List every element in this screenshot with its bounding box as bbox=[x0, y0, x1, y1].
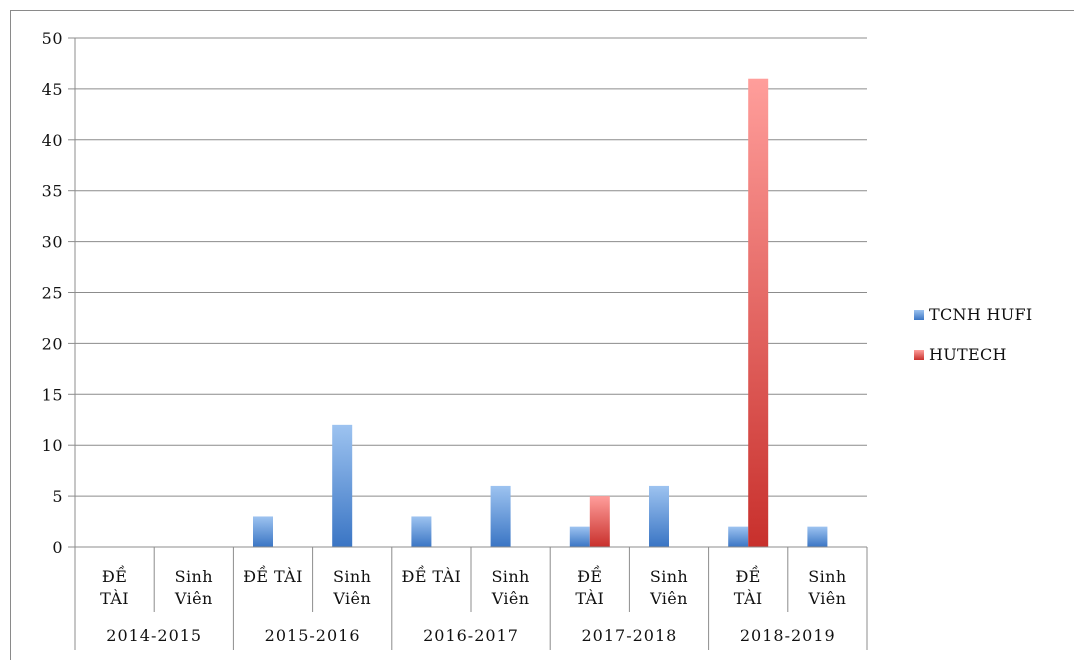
bar-tcnh-hufi bbox=[649, 485, 669, 547]
legend-label: TCNH HUFI bbox=[929, 305, 1033, 324]
bar-tcnh-hufi bbox=[411, 516, 432, 547]
chart-frame bbox=[10, 10, 1074, 660]
y-tick-label: 30 bbox=[42, 233, 63, 252]
gridlines bbox=[75, 37, 867, 497]
x-category-label: Sinh bbox=[175, 567, 213, 586]
y-tick-label: 0 bbox=[52, 538, 63, 557]
bar-tcnh-hufi bbox=[332, 424, 353, 547]
x-category-label: ĐỀ TÀI bbox=[243, 565, 303, 586]
y-tick-label: 10 bbox=[42, 436, 63, 455]
y-tick-label: 15 bbox=[42, 385, 63, 404]
bar-tcnh-hufi bbox=[728, 526, 749, 547]
x-category-label: TÀI bbox=[734, 588, 763, 608]
x-category-label: TÀI bbox=[575, 588, 604, 608]
x-category-label: ĐỀ TÀI bbox=[402, 565, 462, 586]
y-tick-label: 20 bbox=[42, 334, 63, 353]
x-category-label: Sinh bbox=[650, 567, 688, 586]
bar-tcnh-hufi bbox=[253, 516, 273, 547]
y-tick-labels: 0 5 10 15 20 25 30 35 40 45 50 bbox=[42, 29, 63, 557]
x-group-label: 2017-2018 bbox=[581, 626, 677, 645]
x-group-label: 2014-2015 bbox=[106, 626, 202, 645]
bar-hutech bbox=[589, 496, 610, 547]
y-tick-label: 5 bbox=[52, 487, 63, 506]
x-category-label: ĐỀ bbox=[735, 565, 760, 586]
bars bbox=[253, 78, 828, 547]
bar-tcnh-hufi bbox=[490, 485, 511, 547]
legend-swatch bbox=[914, 350, 924, 360]
y-tick-label: 45 bbox=[42, 80, 63, 99]
x-category-label: Viên bbox=[332, 589, 371, 608]
x-category-label: ĐỀ bbox=[102, 565, 127, 586]
y-tick-label: 40 bbox=[42, 131, 63, 150]
legend: TCNH HUFI HUTECH bbox=[914, 305, 1033, 364]
bar-hutech bbox=[748, 78, 769, 547]
x-group-label: 2016-2017 bbox=[423, 626, 519, 645]
x-group-label: 2018-2019 bbox=[740, 626, 836, 645]
y-tick-label: 50 bbox=[42, 29, 63, 48]
bar-tcnh-hufi bbox=[569, 526, 590, 547]
x-category-label: TÀI bbox=[100, 588, 129, 608]
x-group-label: 2015-2016 bbox=[265, 626, 361, 645]
y-tick-label: 35 bbox=[42, 182, 63, 201]
y-tick-label: 25 bbox=[42, 284, 63, 303]
legend-label: HUTECH bbox=[929, 345, 1007, 364]
axes bbox=[68, 37, 868, 650]
x-group-labels: 2014-2015 2015-2016 2016-2017 2017-2018 2018… bbox=[106, 626, 836, 645]
x-category-label: Sinh bbox=[808, 567, 846, 586]
x-category-label: Sinh bbox=[333, 567, 371, 586]
x-category-label: Viên bbox=[174, 589, 213, 608]
x-category-label: Sinh bbox=[491, 567, 529, 586]
x-category-label: Viên bbox=[491, 589, 530, 608]
x-category-label: Viên bbox=[808, 589, 847, 608]
bar-tcnh-hufi bbox=[807, 526, 828, 547]
legend-swatch bbox=[914, 310, 924, 320]
x-category-label: Viên bbox=[649, 589, 688, 608]
x-category-label: ĐỀ bbox=[577, 565, 602, 586]
